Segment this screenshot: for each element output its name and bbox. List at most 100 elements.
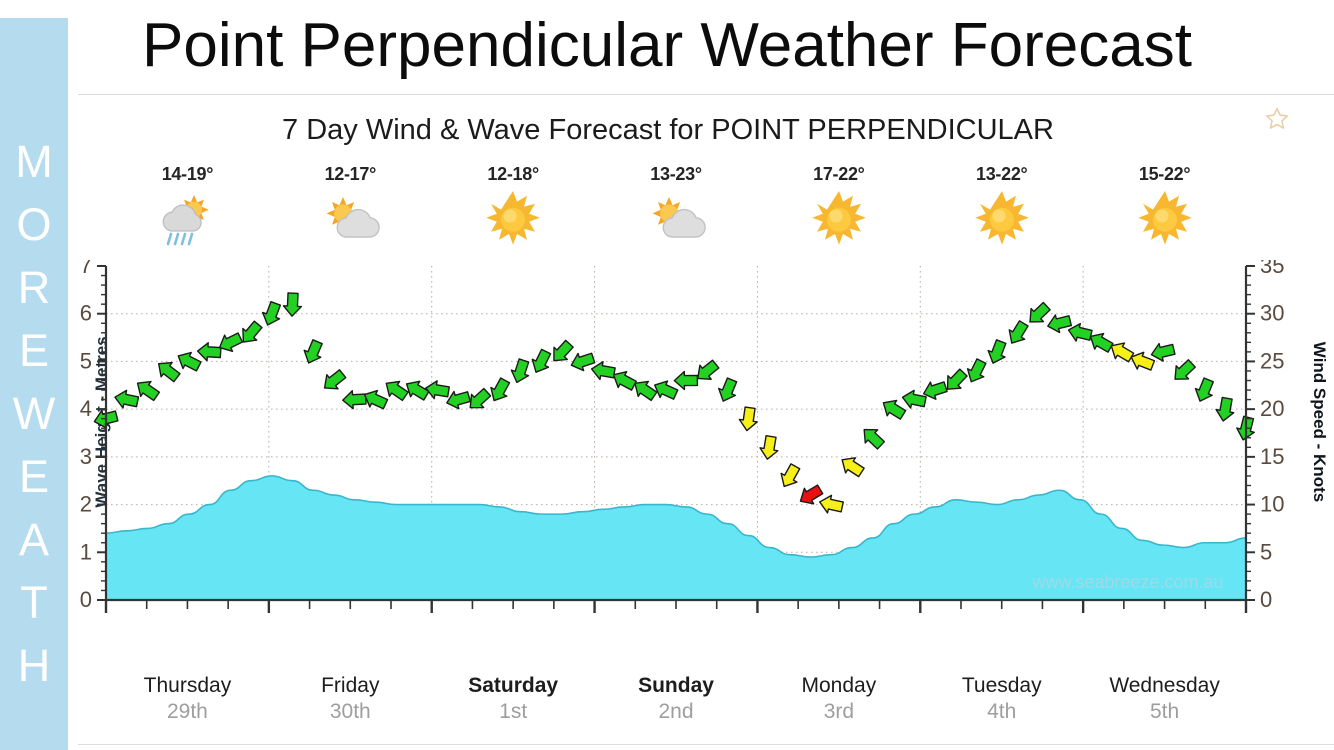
wind-arrow [196, 342, 222, 362]
wind-arrow [531, 348, 552, 373]
day-footer-cell[interactable]: Thursday 29th [106, 668, 269, 742]
sidebar-vertical-text: M O R E W E A T H [0, 130, 68, 697]
wind-arrow [673, 370, 699, 391]
page-title: Point Perpendicular Weather Forecast [142, 11, 1192, 80]
day-header-cell: 12-17° [269, 164, 432, 260]
wind-arrow [177, 351, 202, 372]
y-tick-label: 4 [80, 396, 92, 421]
wind-arrow [553, 339, 574, 362]
wind-arrow [1150, 342, 1176, 362]
wind-arrow [634, 380, 658, 402]
forecast-plot: Wave Height - Metres Wind Speed - Knots … [78, 260, 1334, 660]
sidebar-letter: R [17, 262, 51, 313]
day-header-cell: 12-18° [432, 164, 595, 260]
wind-arrow [654, 380, 679, 400]
wind-arrow [363, 389, 389, 410]
sidebar-letter: T [20, 577, 48, 628]
day-footer-cell[interactable]: Friday 30th [269, 668, 432, 742]
day-temperature-range: 13-22° [976, 164, 1028, 184]
day-date: 5th [1149, 700, 1180, 723]
y-tick-label: 0 [80, 587, 92, 612]
day-footer-cell[interactable]: Wednesday 5th [1083, 668, 1246, 742]
sidebar-letter: A [18, 514, 49, 565]
sun-icon [806, 187, 872, 249]
day-date: 30th [329, 700, 371, 723]
day-temperature-range: 12-18° [487, 164, 539, 184]
day-date: 3rd [823, 700, 855, 723]
sidebar-letter: O [16, 199, 52, 250]
wind-arrow [446, 390, 472, 410]
wind-arrow [469, 387, 492, 409]
wind-arrow [966, 358, 987, 383]
wind-arrow [114, 389, 140, 409]
sun-icon [969, 187, 1035, 249]
day-header-cell: 13-23° [595, 164, 758, 260]
wind-arrow [490, 377, 511, 402]
y2-tick-label: 20 [1260, 396, 1284, 421]
wind-arrow [303, 339, 323, 364]
day-header-cell: 17-22° [757, 164, 920, 260]
y-tick-label: 7 [80, 260, 92, 278]
y2-tick-label: 15 [1260, 444, 1284, 469]
day-date: 4th [987, 700, 1017, 723]
wind-arrow [738, 406, 758, 432]
day-header-cell: 13-22° [920, 164, 1083, 260]
day-temperature-range: 13-23° [650, 164, 702, 184]
day-name: Friday [321, 674, 380, 697]
forecast-widget: 7 Day Wind & Wave Forecast for POINT PER… [78, 96, 1334, 750]
chart-title: 7 Day Wind & Wave Forecast for POINT PER… [282, 114, 1054, 146]
chart-axes: 0 1 2 3 4 5 6 7 0 5 10 15 20 25 30 35 [80, 260, 1284, 613]
watermark: www.seabreeze.com.au [1031, 572, 1223, 592]
wind-arrow [157, 361, 181, 383]
day-temperature-range: 14-19° [161, 164, 214, 184]
y2-tick-label: 10 [1260, 492, 1284, 517]
wind-arrow [901, 389, 927, 409]
wind-arrow [425, 380, 451, 400]
y2-tick-label: 35 [1260, 260, 1284, 278]
wind-arrow [342, 390, 367, 410]
sun-icon [1132, 187, 1198, 249]
sidebar-letter: E [18, 325, 49, 376]
wind-arrow [799, 484, 824, 505]
y2-tick-label: 0 [1260, 587, 1272, 612]
day-footer-cell[interactable]: Saturday 1st [432, 668, 595, 742]
day-name: Sunday [638, 674, 714, 697]
wind-arrow [510, 358, 530, 384]
day-name: Thursday [143, 674, 232, 697]
wind-arrow [1067, 322, 1093, 342]
day-name: Tuesday [961, 674, 1042, 697]
wind-arrow [570, 352, 596, 372]
wind-arrow [1215, 396, 1235, 422]
wind-arrow [780, 463, 801, 488]
more-weather-sidebar[interactable]: M O R E W E A T H [0, 18, 68, 750]
day-footer-cell[interactable]: Tuesday 4th [920, 668, 1083, 742]
day-name: Saturday [468, 674, 559, 697]
wind-arrow [759, 434, 779, 460]
wind-arrow [863, 428, 886, 450]
day-header-strip: 14-19° [106, 164, 1246, 260]
wind-arrow [612, 370, 637, 391]
wind-arrow [1174, 359, 1196, 380]
sun-icon [480, 187, 546, 249]
day-footer-strip: Thursday 29th Friday 30th Saturday 1st S… [106, 668, 1246, 742]
y-tick-label: 5 [80, 348, 92, 373]
wind-arrow [282, 292, 303, 317]
day-date: 1st [499, 700, 528, 723]
day-temperature-range: 15-22° [1138, 164, 1191, 184]
star-icon[interactable] [1264, 106, 1290, 132]
day-footer-cell[interactable]: Monday 3rd [757, 668, 920, 742]
wind-arrow [323, 369, 347, 390]
day-temperature-range: 12-17° [324, 164, 377, 184]
day-date: 2nd [658, 700, 694, 723]
wind-arrow [1008, 320, 1029, 344]
sidebar-letter: H [17, 640, 51, 691]
wind-arrow [841, 457, 865, 478]
y-tick-label: 3 [80, 444, 92, 469]
wind-arrow [218, 332, 244, 353]
wind-arrow [718, 377, 738, 402]
day-header-cell: 14-19° [106, 164, 269, 260]
day-footer-cell[interactable]: Sunday 2nd [595, 668, 758, 742]
wind-arrow [242, 320, 263, 343]
wind-arrows [93, 292, 1255, 514]
